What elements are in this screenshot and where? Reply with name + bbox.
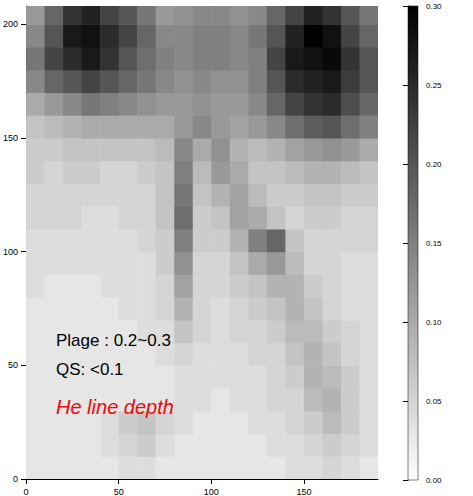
- svg-text:0.30: 0.30: [426, 2, 442, 11]
- svg-text:0.20: 0.20: [426, 160, 442, 169]
- svg-text:0.05: 0.05: [426, 397, 442, 406]
- svg-text:50: 50: [8, 360, 18, 370]
- svg-text:50: 50: [114, 487, 124, 496]
- svg-text:0.15: 0.15: [426, 239, 442, 248]
- svg-text:0.10: 0.10: [426, 318, 442, 327]
- svg-text:He line depth: He line depth: [56, 396, 174, 418]
- svg-text:0: 0: [13, 474, 18, 484]
- svg-text:Plage : 0.2~0.3: Plage : 0.2~0.3: [56, 331, 171, 350]
- svg-text:100: 100: [3, 247, 18, 257]
- svg-text:0: 0: [24, 487, 29, 496]
- svg-text:0.00: 0.00: [426, 476, 442, 485]
- svg-text:0.25: 0.25: [426, 81, 442, 90]
- svg-text:200: 200: [3, 19, 18, 29]
- svg-text:150: 150: [3, 133, 18, 143]
- svg-text:QS: <0.1: QS: <0.1: [56, 360, 124, 379]
- svg-text:100: 100: [204, 487, 219, 496]
- svg-text:150: 150: [296, 487, 311, 496]
